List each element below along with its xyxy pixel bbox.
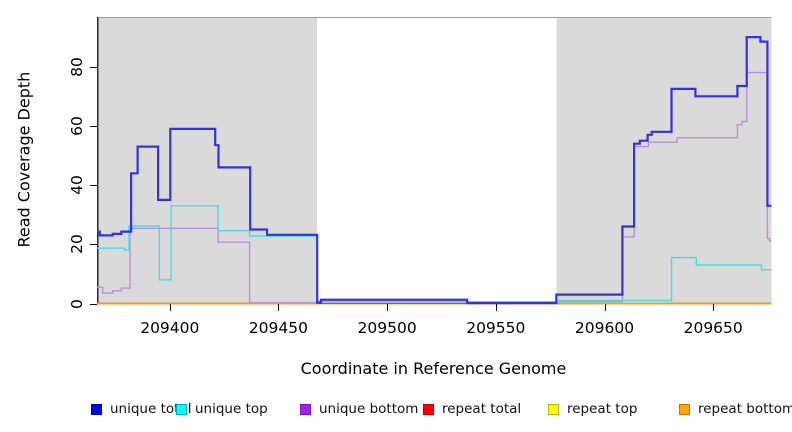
legend-label: unique total bbox=[110, 401, 192, 417]
x-tick-label: 209400 bbox=[140, 319, 200, 337]
legend-label: unique top bbox=[195, 401, 268, 417]
legend-item-unique-top: unique top bbox=[176, 401, 268, 417]
y-tick-label: 40 bbox=[68, 175, 86, 195]
legend-swatch-repeat-bottom bbox=[679, 403, 690, 415]
x-tick-mark bbox=[169, 303, 171, 311]
plot-area bbox=[96, 17, 771, 305]
x-tick-label: 209550 bbox=[466, 319, 526, 337]
shaded-region-right bbox=[555, 17, 771, 305]
series-unique-bottom bbox=[96, 71, 771, 304]
x-tick-mark bbox=[713, 303, 715, 311]
legend-label: unique bottom bbox=[319, 401, 419, 417]
x-tick-label: 209600 bbox=[574, 319, 635, 337]
x-tick-mark bbox=[495, 303, 497, 311]
legend-label: repeat bottom bbox=[698, 401, 792, 417]
y-tick-label: 0 bbox=[68, 298, 86, 309]
y-tick-mark bbox=[89, 125, 97, 127]
legend-item-repeat-top: repeat top bbox=[548, 401, 637, 417]
y-tick-label: 60 bbox=[68, 116, 86, 136]
y-tick-label: 20 bbox=[68, 234, 86, 255]
legend-item-unique-bottom: unique bottom bbox=[300, 401, 418, 417]
legend-item-unique-total: unique total bbox=[91, 401, 191, 417]
legend-swatch-unique-top bbox=[176, 403, 187, 415]
series-unique-top bbox=[96, 205, 771, 303]
y-axis-title: Read Coverage Depth bbox=[14, 71, 34, 248]
x-axis-title: Coordinate in Reference Genome bbox=[300, 359, 567, 378]
legend-swatch-repeat-total bbox=[423, 403, 434, 415]
x-tick-mark bbox=[278, 303, 280, 311]
legend-swatch-repeat-top bbox=[548, 403, 559, 415]
series-unique-total bbox=[96, 36, 771, 305]
y-tick-mark bbox=[89, 303, 97, 305]
x-tick-label: 209500 bbox=[357, 319, 417, 337]
legend-label: repeat total bbox=[442, 401, 522, 417]
legend-item-repeat-total: repeat total bbox=[423, 401, 521, 417]
x-tick-mark bbox=[604, 303, 606, 311]
y-tick-label: 80 bbox=[68, 56, 86, 77]
shaded-region-left bbox=[96, 17, 317, 305]
legend-swatch-unique-bottom bbox=[300, 403, 311, 415]
legend-label: repeat top bbox=[567, 401, 638, 417]
x-tick-mark bbox=[387, 303, 389, 311]
legend-swatch-unique-total bbox=[91, 403, 102, 415]
y-tick-mark bbox=[89, 244, 97, 246]
y-tick-mark bbox=[89, 66, 97, 68]
x-tick-label: 209650 bbox=[683, 319, 743, 337]
legend-item-repeat-bottom: repeat bottom bbox=[679, 401, 792, 417]
x-tick-label: 209450 bbox=[248, 319, 308, 337]
y-tick-mark bbox=[89, 185, 97, 187]
